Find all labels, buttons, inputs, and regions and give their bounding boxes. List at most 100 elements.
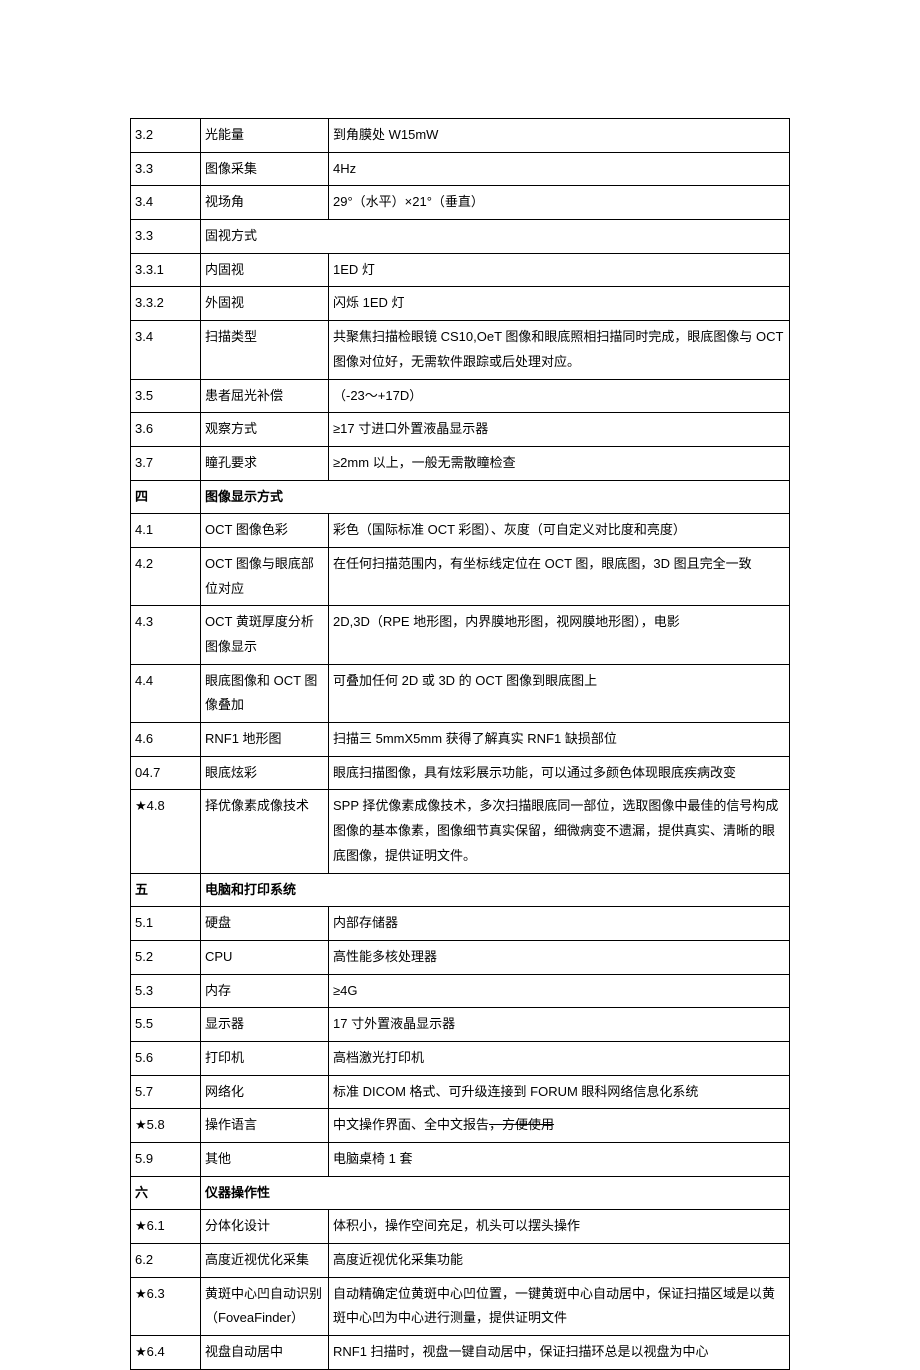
spec-id: 4.1 xyxy=(131,514,201,548)
spec-name: 瞳孔要求 xyxy=(201,446,329,480)
spec-name: 择优像素成像技术 xyxy=(201,790,329,873)
spec-id: 3.7 xyxy=(131,446,201,480)
spec-name: 图像采集 xyxy=(201,152,329,186)
table-row: 4.3OCT 黄斑厚度分析图像显示2D,3D（RPE 地形图，内界膜地形图，视网… xyxy=(131,606,790,664)
spec-value: 眼底扫描图像，具有炫彩展示功能，可以通过多颜色体现眼底疾病改变 xyxy=(329,756,790,790)
spec-value: 高度近视优化采集功能 xyxy=(329,1244,790,1278)
spec-value: 彩色（国际标准 OCT 彩图）、灰度（可自定义对比度和亮度） xyxy=(329,514,790,548)
spec-id: ★6.1 xyxy=(131,1210,201,1244)
spec-name: RNF1 地形图 xyxy=(201,723,329,757)
spec-id: 4.2 xyxy=(131,547,201,605)
table-row: 六仪器操作性 xyxy=(131,1176,790,1210)
spec-id: ★4.8 xyxy=(131,790,201,873)
spec-name: 视盘自动居中 xyxy=(201,1336,329,1370)
spec-value: 4Hz xyxy=(329,152,790,186)
spec-name: 电脑和打印系统 xyxy=(201,873,790,907)
spec-value: 到角膜处 W15mW xyxy=(329,119,790,153)
spec-name: 眼底图像和 OCT 图像叠加 xyxy=(201,664,329,722)
table-row: 5.5显示器17 寸外置液晶显示器 xyxy=(131,1008,790,1042)
spec-id: 3.3 xyxy=(131,152,201,186)
spec-value: 内部存储器 xyxy=(329,907,790,941)
spec-value: 自动精确定位黄斑中心凹位置，一键黄斑中心自动居中，保证扫描区域是以黄斑中心凹为中… xyxy=(329,1277,790,1335)
spec-value: 高性能多核处理器 xyxy=(329,940,790,974)
spec-id: 5.2 xyxy=(131,940,201,974)
table-row: 3.2光能量到角膜处 W15mW xyxy=(131,119,790,153)
spec-value: 共聚焦扫描检眼镜 CS10,OeT 图像和眼底照相扫描同时完成，眼底图像与 OC… xyxy=(329,321,790,379)
spec-name: 网络化 xyxy=(201,1075,329,1109)
table-row: 5.6打印机高档激光打印机 xyxy=(131,1041,790,1075)
spec-value: （-23～+17D） xyxy=(329,379,790,413)
spec-name: OCT 黄斑厚度分析图像显示 xyxy=(201,606,329,664)
table-row: 4.2OCT 图像与眼底部位对应在任何扫描范围内，有坐标线定位在 OCT 图，眼… xyxy=(131,547,790,605)
spec-id: 5.7 xyxy=(131,1075,201,1109)
spec-name: CPU xyxy=(201,940,329,974)
spec-name: 仪器操作性 xyxy=(201,1176,790,1210)
spec-name: 外固视 xyxy=(201,287,329,321)
spec-name: 观察方式 xyxy=(201,413,329,447)
spec-name: 光能量 xyxy=(201,119,329,153)
spec-id: ★5.8 xyxy=(131,1109,201,1143)
spec-name: 图像显示方式 xyxy=(201,480,790,514)
spec-name: 扫描类型 xyxy=(201,321,329,379)
text-part: 中文操作界面、全中文报告 xyxy=(333,1117,489,1132)
spec-name: 患者屈光补偿 xyxy=(201,379,329,413)
spec-name: 固视方式 xyxy=(201,220,790,254)
spec-value: 闪烁 1ED 灯 xyxy=(329,287,790,321)
spec-id: 3.4 xyxy=(131,321,201,379)
spec-id: 3.3.1 xyxy=(131,253,201,287)
table-row: 3.7瞳孔要求≥2mm 以上，一般无需散瞳检查 xyxy=(131,446,790,480)
spec-id: 五 xyxy=(131,873,201,907)
spec-value: 中文操作界面、全中文报告，方便使用 xyxy=(329,1109,790,1143)
spec-value: 1ED 灯 xyxy=(329,253,790,287)
table-row: 5.7网络化标准 DICOM 格式、可升级连接到 FORUM 眼科网络信息化系统 xyxy=(131,1075,790,1109)
table-row: ★6.1分体化设计体积小，操作空间充足，机头可以摆头操作 xyxy=(131,1210,790,1244)
table-row: 6.2高度近视优化采集高度近视优化采集功能 xyxy=(131,1244,790,1278)
spec-name: 内存 xyxy=(201,974,329,1008)
spec-name: OCT 图像色彩 xyxy=(201,514,329,548)
table-row: ★6.4视盘自动居中RNF1 扫描时，视盘一键自动居中，保证扫描环总是以视盘为中… xyxy=(131,1336,790,1370)
table-row: 3.3图像采集4Hz xyxy=(131,152,790,186)
spec-id: 5.9 xyxy=(131,1143,201,1177)
spec-id: 3.4 xyxy=(131,186,201,220)
spec-id: 4.4 xyxy=(131,664,201,722)
table-row: 3.6观察方式≥17 寸进口外置液晶显示器 xyxy=(131,413,790,447)
table-row: 5.3内存≥4G xyxy=(131,974,790,1008)
table-row: 3.3.2外固视闪烁 1ED 灯 xyxy=(131,287,790,321)
table-row: 5.9其他电脑桌椅 1 套 xyxy=(131,1143,790,1177)
struck-text: ，方便使用 xyxy=(489,1117,554,1132)
table-row: 四图像显示方式 xyxy=(131,480,790,514)
spec-id: 3.5 xyxy=(131,379,201,413)
spec-id: 四 xyxy=(131,480,201,514)
table-row: ★6.3黄斑中心凹自动识别（FoveaFinder）自动精确定位黄斑中心凹位置，… xyxy=(131,1277,790,1335)
spec-value: 标准 DICOM 格式、可升级连接到 FORUM 眼科网络信息化系统 xyxy=(329,1075,790,1109)
spec-name: 打印机 xyxy=(201,1041,329,1075)
spec-name: 内固视 xyxy=(201,253,329,287)
spec-name: 黄斑中心凹自动识别（FoveaFinder） xyxy=(201,1277,329,1335)
spec-value: 在任何扫描范围内，有坐标线定位在 OCT 图，眼底图，3D 图且完全一致 xyxy=(329,547,790,605)
spec-name: 眼底炫彩 xyxy=(201,756,329,790)
spec-table: 3.2光能量到角膜处 W15mW3.3图像采集4Hz3.4视场角29°（水平）×… xyxy=(130,118,790,1370)
spec-id: 3.2 xyxy=(131,119,201,153)
spec-name: 其他 xyxy=(201,1143,329,1177)
table-row: 3.3.1内固视1ED 灯 xyxy=(131,253,790,287)
table-row: ★4.8择优像素成像技术SPP 择优像素成像技术，多次扫描眼底同一部位，选取图像… xyxy=(131,790,790,873)
table-row: 4.4眼底图像和 OCT 图像叠加可叠加任何 2D 或 3D 的 OCT 图像到… xyxy=(131,664,790,722)
spec-name: 分体化设计 xyxy=(201,1210,329,1244)
spec-id: 3.3 xyxy=(131,220,201,254)
spec-name: OCT 图像与眼底部位对应 xyxy=(201,547,329,605)
table-row: 3.4视场角29°（水平）×21°（垂直） xyxy=(131,186,790,220)
spec-id: ★6.3 xyxy=(131,1277,201,1335)
document-page: 3.2光能量到角膜处 W15mW3.3图像采集4Hz3.4视场角29°（水平）×… xyxy=(0,0,920,1370)
table-row: 3.3固视方式 xyxy=(131,220,790,254)
spec-value: 17 寸外置液晶显示器 xyxy=(329,1008,790,1042)
table-row: 五电脑和打印系统 xyxy=(131,873,790,907)
spec-value: 扫描三 5mmX5mm 获得了解真实 RNF1 缺损部位 xyxy=(329,723,790,757)
spec-value: 电脑桌椅 1 套 xyxy=(329,1143,790,1177)
spec-value: ≥17 寸进口外置液晶显示器 xyxy=(329,413,790,447)
spec-id: 5.6 xyxy=(131,1041,201,1075)
spec-name: 操作语言 xyxy=(201,1109,329,1143)
table-row: ★5.8操作语言中文操作界面、全中文报告，方便使用 xyxy=(131,1109,790,1143)
spec-id: 6.2 xyxy=(131,1244,201,1278)
table-row: 4.1OCT 图像色彩彩色（国际标准 OCT 彩图）、灰度（可自定义对比度和亮度… xyxy=(131,514,790,548)
spec-name: 硬盘 xyxy=(201,907,329,941)
